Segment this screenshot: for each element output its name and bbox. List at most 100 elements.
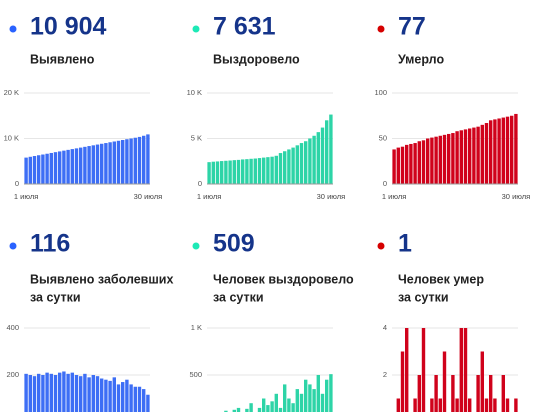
y-tick-label: 0 xyxy=(383,179,387,188)
bar xyxy=(421,140,426,184)
bar xyxy=(442,351,447,412)
x-tick-label: 1 июля xyxy=(382,192,406,201)
bar xyxy=(112,141,116,184)
bar xyxy=(70,149,74,184)
bar xyxy=(58,151,62,184)
bar xyxy=(266,405,270,412)
metric-label: за сутки xyxy=(213,290,264,304)
metric-label: Выздоровело xyxy=(213,52,300,66)
bar xyxy=(32,376,37,412)
y-tick-label: 0 xyxy=(15,179,19,188)
bar xyxy=(121,140,125,184)
bar xyxy=(146,394,150,412)
bar xyxy=(142,389,146,412)
bar xyxy=(104,143,108,184)
bar xyxy=(228,160,232,184)
bar xyxy=(459,328,463,412)
bar xyxy=(41,154,45,184)
bar xyxy=(451,133,455,184)
bar xyxy=(316,132,320,184)
bar xyxy=(74,375,79,412)
bar xyxy=(476,375,480,412)
bar xyxy=(278,407,283,412)
bar xyxy=(463,129,468,184)
bar xyxy=(270,401,274,412)
bar xyxy=(295,145,299,184)
bar xyxy=(257,407,262,412)
bar xyxy=(325,379,329,412)
bar xyxy=(396,147,400,184)
bar xyxy=(316,375,320,412)
bar xyxy=(287,398,291,412)
bar xyxy=(37,373,41,412)
total-value: 7 631 xyxy=(213,13,276,41)
bar xyxy=(112,377,116,412)
bar xyxy=(53,375,58,412)
bar xyxy=(133,137,137,184)
bar xyxy=(87,377,91,412)
bar xyxy=(121,382,125,412)
bar xyxy=(62,150,66,184)
bar xyxy=(426,138,430,184)
bar xyxy=(83,373,87,412)
bar xyxy=(278,153,283,184)
bar xyxy=(262,157,266,184)
bar xyxy=(129,138,133,184)
bar xyxy=(434,375,438,412)
bar xyxy=(497,118,501,184)
bar xyxy=(438,398,442,412)
bar xyxy=(28,156,32,184)
bar xyxy=(447,133,451,184)
bar xyxy=(501,117,505,184)
bar xyxy=(91,145,95,184)
bar xyxy=(24,373,28,412)
bar xyxy=(480,351,484,412)
bar xyxy=(95,376,100,412)
bar xyxy=(142,135,146,184)
bar xyxy=(400,351,405,412)
bar xyxy=(451,375,455,412)
bar xyxy=(49,152,53,184)
bar xyxy=(320,127,325,184)
bar xyxy=(125,379,129,412)
y-tick-label: 10 K xyxy=(187,88,202,97)
y-tick-label: 2 xyxy=(383,370,387,379)
bar xyxy=(459,130,463,184)
bar xyxy=(405,328,409,412)
y-tick-label: 20 K xyxy=(4,88,19,97)
bar xyxy=(28,375,32,412)
bar xyxy=(430,137,434,184)
bar xyxy=(421,328,426,412)
bar xyxy=(409,143,413,184)
bar xyxy=(308,138,312,184)
bar xyxy=(108,142,112,184)
bar xyxy=(396,398,400,412)
bar xyxy=(104,379,108,412)
bar xyxy=(438,135,442,184)
bar xyxy=(405,144,409,184)
metric-label: Человек выздоровело xyxy=(213,272,354,286)
bar xyxy=(224,160,228,184)
bar xyxy=(413,143,417,184)
bar xyxy=(129,384,133,412)
x-tick-label: 30 июля xyxy=(134,192,163,201)
bar xyxy=(320,393,325,412)
bar xyxy=(299,143,304,184)
bar xyxy=(245,159,249,184)
bar xyxy=(468,128,472,184)
bar xyxy=(232,160,236,184)
bar xyxy=(245,408,249,412)
bar xyxy=(108,380,112,412)
bar xyxy=(66,149,70,184)
bar xyxy=(79,147,83,184)
bar xyxy=(62,371,66,412)
bar xyxy=(249,403,253,412)
bar xyxy=(45,153,49,184)
bar xyxy=(32,156,37,184)
x-tick-label: 30 июля xyxy=(502,192,531,201)
bar xyxy=(66,373,70,412)
status-dot xyxy=(192,242,200,250)
bar xyxy=(262,398,266,412)
